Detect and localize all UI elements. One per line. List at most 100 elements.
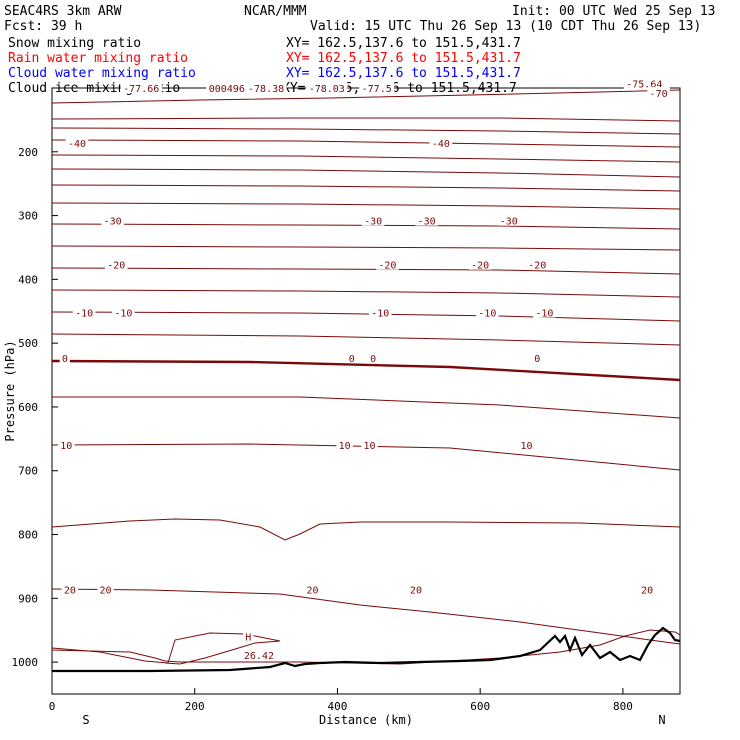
contour-line [51,311,681,322]
contour-line [51,184,681,192]
contour-label: -75.64 [626,80,662,91]
contour-label: -10 [371,309,389,320]
isotherm-contours [51,89,681,665]
y-tick-label: 600 [18,401,38,414]
contour-line [52,396,681,419]
field-rain-name: Rain water mixing ratio [8,51,188,66]
contour-line [51,359,681,382]
contour-label-bg [104,258,128,270]
y-tick-label: 500 [18,337,38,350]
contour-label-bg [101,214,124,226]
contour-label: -70 [650,89,668,100]
contour-label-bg [359,82,395,93]
contour-label-bg [97,583,114,595]
contour-label: -30 [364,217,382,228]
contour-label-bg [306,82,348,93]
contour-label-bg [415,214,438,226]
contour-label-bg [241,649,277,661]
y-tick-label: 1000 [12,656,39,669]
contour-label-bg [525,258,549,270]
contour-label-bg [533,306,556,318]
contour-label-bg [468,258,492,270]
contour-label: 10 [521,441,533,452]
left-endpoint-label: S [82,713,89,727]
contour-line [51,127,681,135]
contour-label-bg [361,214,385,226]
contour-line [51,588,681,645]
contour-label: -77.5 [362,84,392,95]
x-axis: 0 200 400 600 800 [49,688,633,713]
field-rain-xy: XY= 162.5,137.6 to 151.5,431.7 [286,51,521,66]
contour-line [51,168,681,178]
contour-label-bg [497,214,521,226]
field-cloud-water-xy: XY= 162.5,137.6 to 151.5,431.7 [286,66,521,81]
contour-label: 20 [641,585,653,596]
contour-line [51,223,681,230]
contour-label-bg [61,583,79,595]
contour-label-bg [336,439,353,451]
y-tick-label: 400 [18,273,38,286]
contour-label-bg [59,351,70,363]
contour-line [51,202,681,210]
contour-label: 0 [62,354,68,365]
contour-label: 10 [60,441,72,452]
contour-label: 0 [534,354,540,365]
contour-label-bg [368,306,392,318]
contour-label: -10 [535,309,553,320]
contour-label: 20 [64,585,76,596]
contour-label-bg [518,439,535,451]
contour-line [51,245,681,251]
contour-label: 20 [410,585,422,596]
field-snow-name: Snow mixing ratio [8,36,141,51]
contour-label: 20 [99,585,111,596]
contour-line [51,117,681,122]
contour-label-bg [407,583,425,595]
contour-label-bg [532,351,543,363]
contour-label: -20 [528,261,546,272]
contour-label: -40 [68,139,86,150]
right-endpoint-label: N [658,713,665,727]
contour-label: -77.66 [123,84,159,95]
contour-label: -30 [104,217,122,228]
contour-label: -10 [114,309,132,320]
contour-line [51,518,681,541]
contour-label: -30 [500,217,518,228]
contour-label: H [245,633,251,644]
contour-label: 000496 [209,84,245,95]
y-axis: 200 300 400 500 600 700 800 900 1000 [12,146,58,669]
contour-label: -20 [471,261,489,272]
x-axis-label: Distance (km) [319,713,413,727]
x-tick-label: 800 [613,700,633,713]
contour-label: -10 [478,309,496,320]
contour-label: -78.03 [309,84,345,95]
contour-label-bg [623,77,665,89]
y-tick-label: 800 [18,529,38,542]
contour-label-bg [245,82,287,93]
contour-label: -10 [75,309,93,320]
contour-label: 10 [339,441,351,452]
contour-label-bg [361,439,378,451]
contour-line [51,289,681,298]
x-tick-label: 400 [328,700,348,713]
contour-line [51,629,681,665]
contour-line [51,139,681,148]
terrain-line [52,626,681,673]
contour-label: 10 [364,441,376,452]
contour-labels: -77.66 000496 -78.38 -78.03 -77.5 -75.64-70 -4… [58,77,670,662]
contour-label-bg [376,258,399,270]
contour-label-bg [476,306,499,318]
contour-label: -78.38 [248,84,284,95]
contour-label: -40 [432,139,450,150]
contour-label-bg [429,136,453,148]
contour-line [51,267,681,275]
y-tick-label: 700 [18,465,38,478]
y-tick-label: 900 [18,592,38,605]
contour-label-bg [65,136,89,148]
contour-line [51,333,681,346]
y-tick-label: 200 [18,146,38,159]
field-cloud-water-name: Cloud water mixing ratio [8,66,196,81]
contour-label: -20 [107,261,125,272]
contour-line [51,89,681,104]
contour-label: 20 [306,585,318,596]
